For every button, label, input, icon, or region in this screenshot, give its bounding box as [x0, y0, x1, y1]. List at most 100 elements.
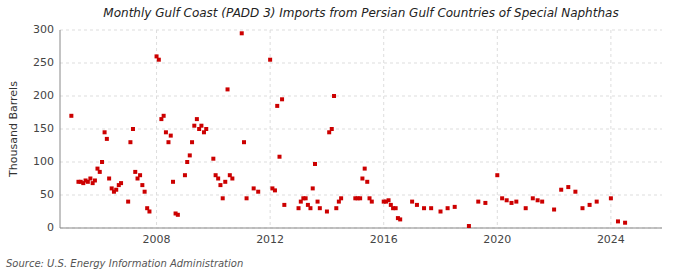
y-tick-label: 150 — [33, 122, 54, 135]
point — [410, 200, 414, 204]
point — [185, 160, 189, 164]
point — [540, 200, 544, 204]
point — [363, 167, 367, 171]
point — [93, 178, 97, 182]
y-tick-label: 50 — [40, 188, 54, 201]
point — [616, 219, 620, 223]
point — [114, 188, 118, 192]
point — [183, 173, 187, 177]
x-tick-label: 2012 — [256, 233, 284, 246]
x-axis-line — [60, 228, 662, 229]
point — [304, 196, 308, 200]
tick-labels: 05010015020025030020082012201620202024 — [33, 23, 625, 246]
point — [69, 114, 73, 118]
y-tick-label: 300 — [33, 23, 54, 36]
point — [524, 206, 528, 210]
point — [143, 190, 147, 194]
point — [273, 188, 277, 192]
point — [316, 200, 320, 204]
point — [133, 170, 137, 174]
point — [157, 58, 161, 62]
point — [268, 58, 272, 62]
x-tick-label: 2024 — [597, 233, 625, 246]
point — [573, 190, 577, 194]
y-grid-line — [60, 162, 662, 163]
point — [147, 210, 151, 214]
axes — [60, 30, 662, 228]
point — [505, 198, 509, 202]
point — [131, 127, 135, 131]
point — [252, 186, 256, 190]
point — [536, 198, 540, 202]
point — [280, 97, 284, 101]
point — [439, 210, 443, 214]
point — [278, 155, 282, 159]
point — [623, 221, 627, 225]
point — [495, 173, 499, 177]
point — [467, 224, 471, 228]
point — [325, 210, 329, 214]
point — [192, 124, 196, 128]
point — [211, 157, 215, 161]
point — [230, 177, 234, 181]
point — [171, 180, 175, 184]
point — [552, 208, 556, 212]
source-note: Source: U.S. Energy Information Administ… — [6, 258, 243, 269]
y-axis-label: Thousand Barrels — [7, 81, 20, 178]
point — [256, 190, 260, 194]
point — [88, 177, 92, 181]
point — [514, 200, 518, 204]
point — [199, 124, 203, 128]
x-grid-line — [497, 30, 498, 228]
point — [483, 201, 487, 205]
point — [98, 170, 102, 174]
point — [240, 31, 244, 35]
point — [595, 200, 599, 204]
y-grid-line — [60, 195, 662, 196]
point — [422, 206, 426, 210]
point — [242, 140, 246, 144]
x-tick-label: 2020 — [483, 233, 511, 246]
y-tick-label: 250 — [33, 56, 54, 69]
point — [609, 196, 613, 200]
point — [128, 140, 132, 144]
point — [169, 134, 173, 138]
point — [531, 196, 535, 200]
point — [297, 206, 301, 210]
point — [195, 117, 199, 121]
point — [387, 198, 391, 202]
page: {"chart_data": { "type": "scatter", "tit… — [0, 0, 675, 275]
point — [119, 181, 123, 185]
point — [140, 183, 144, 187]
point — [330, 127, 334, 131]
title: Monthly Gulf Coast (PADD 3) Imports from… — [103, 6, 618, 20]
point — [164, 130, 168, 134]
point — [103, 130, 107, 134]
x-tick-label: 2016 — [370, 233, 398, 246]
point — [223, 180, 227, 184]
point — [226, 87, 230, 91]
point — [360, 177, 364, 181]
point — [365, 180, 369, 184]
point — [216, 177, 220, 181]
point — [446, 206, 450, 210]
point — [218, 183, 222, 187]
x-tick-label: 2008 — [143, 233, 171, 246]
point — [334, 206, 338, 210]
y-grid-line — [60, 63, 662, 64]
point — [453, 205, 457, 209]
point — [204, 127, 208, 131]
point — [275, 104, 279, 108]
y-grid-line — [60, 30, 662, 31]
point — [188, 153, 192, 157]
point — [245, 196, 249, 200]
point — [107, 177, 111, 181]
x-grid-line — [383, 30, 384, 228]
point — [126, 200, 130, 204]
y-grid-line — [60, 96, 662, 97]
point — [559, 188, 563, 192]
point — [166, 140, 170, 144]
point — [370, 200, 374, 204]
point — [162, 114, 166, 118]
point — [332, 94, 336, 98]
